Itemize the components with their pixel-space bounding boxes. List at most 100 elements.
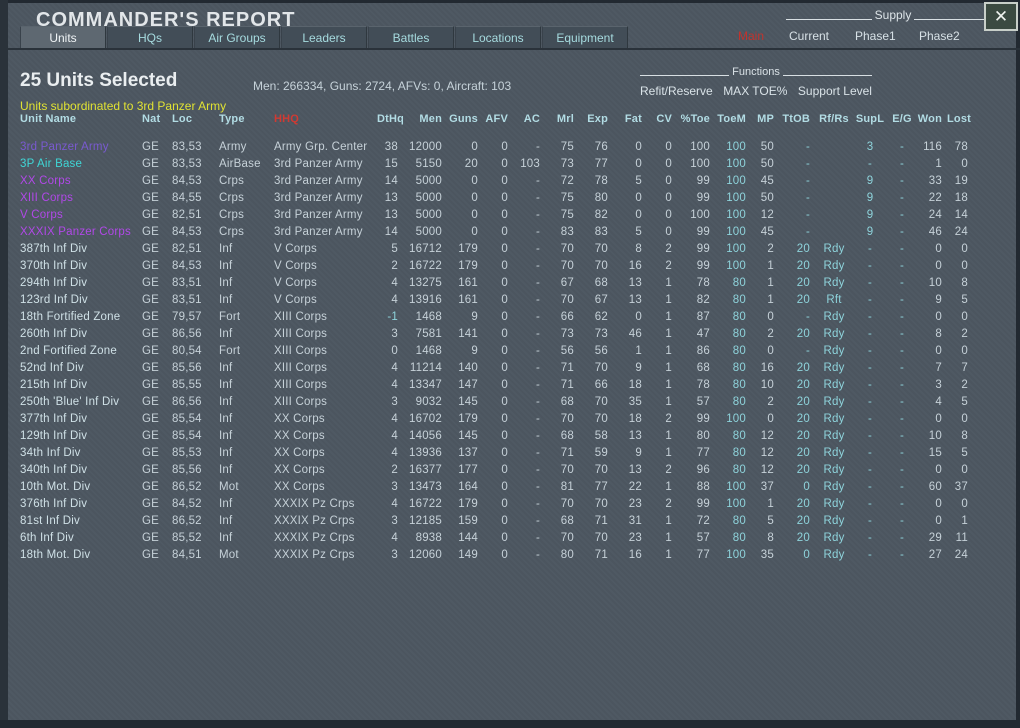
- table-row[interactable]: 52nd Inf Div GE 85,56 Inf XIII Corps 4 11214 14…: [20, 359, 973, 376]
- cell-hhq: V Corps: [274, 293, 317, 306]
- unit-name-link[interactable]: 250th 'Blue' Inf Div: [20, 395, 120, 408]
- col-header-dthq[interactable]: DtHq: [377, 113, 403, 125]
- tab-hqs[interactable]: HQs: [107, 26, 193, 48]
- col-header-fat[interactable]: Fat: [624, 113, 642, 125]
- table-row[interactable]: 123rd Inf Div GE 83,51 Inf V Corps 4 13916 161 0…: [20, 291, 973, 308]
- close-button[interactable]: ✕: [984, 2, 1018, 31]
- table-row[interactable]: 215th Inf Div GE 85,55 Inf XIII Corps 4 13347 1…: [20, 376, 973, 393]
- table-row[interactable]: 2nd Fortified Zone GE 80,54 Fort XIII Corps 0…: [20, 342, 973, 359]
- col-header-men[interactable]: Men: [419, 113, 442, 125]
- cell-won: 0: [935, 497, 942, 510]
- table-row[interactable]: 6th Inf Div GE 85,52 Inf XXXIX Pz Crps 4 8938 1…: [20, 529, 973, 546]
- unit-name-link[interactable]: 215th Inf Div: [20, 378, 88, 391]
- col-header-lost[interactable]: Lost: [947, 113, 972, 125]
- supply-mode-phase1[interactable]: Phase1: [855, 29, 896, 43]
- unit-name-link[interactable]: 18th Fortified Zone: [20, 310, 121, 323]
- unit-name-link[interactable]: V Corps: [20, 208, 63, 221]
- tab-locations[interactable]: Locations: [455, 26, 541, 48]
- tab-battles[interactable]: Battles: [368, 26, 454, 48]
- unit-name-link[interactable]: 2nd Fortified Zone: [20, 344, 117, 357]
- unit-name-link[interactable]: 294th Inf Div: [20, 276, 88, 289]
- cell-ttob: 20: [796, 497, 810, 510]
- table-row[interactable]: 340th Inf Div GE 85,56 Inf XX Corps 2 16377 177…: [20, 461, 973, 478]
- tab-units[interactable]: Units: [20, 26, 106, 48]
- col-header-mrl[interactable]: Mrl: [556, 113, 574, 125]
- col-header-unit-name[interactable]: Unit Name: [20, 113, 77, 125]
- unit-name-link[interactable]: 34th Inf Div: [20, 446, 81, 459]
- cell-e-g: -: [899, 531, 905, 544]
- cell-dthq: 4: [391, 412, 398, 425]
- unit-name-link[interactable]: 10th Mot. Div: [20, 480, 91, 493]
- table-row[interactable]: 81st Inf Div GE 86,52 Inf XXXIX Pz Crps 3 1218…: [20, 512, 973, 529]
- unit-name-link[interactable]: 340th Inf Div: [20, 463, 88, 476]
- table-row[interactable]: 294th Inf Div GE 83,51 Inf V Corps 4 13275 161 0…: [20, 274, 973, 291]
- col-header-ac[interactable]: AC: [523, 113, 540, 125]
- table-row[interactable]: 129th Inf Div GE 85,54 Inf XX Corps 4 14056 145…: [20, 427, 973, 444]
- col-header-exp[interactable]: Exp: [587, 113, 608, 125]
- col-header-afv[interactable]: AFV: [485, 113, 508, 125]
- table-row[interactable]: 34th Inf Div GE 85,53 Inf XX Corps 4 13936 137 0…: [20, 444, 973, 461]
- unit-name-link[interactable]: 52nd Inf Div: [20, 361, 84, 374]
- col-header-ttob[interactable]: TtOB: [782, 113, 810, 125]
- unit-name-link[interactable]: 123rd Inf Div: [20, 293, 88, 306]
- unit-name-link[interactable]: 18th Mot. Div: [20, 548, 91, 561]
- refit-reserve-button[interactable]: Refit/Reserve: [640, 84, 713, 98]
- table-row[interactable]: 370th Inf Div GE 84,53 Inf V Corps 2 16722 179 0…: [20, 257, 973, 274]
- table-row[interactable]: 18th Mot. Div GE 84,51 Mot XXXIX Pz Crps 3 120…: [20, 546, 973, 563]
- col-header-toem[interactable]: ToeM: [717, 113, 746, 125]
- cell-supl: -: [867, 259, 873, 272]
- col-header-guns[interactable]: Guns: [449, 113, 478, 125]
- table-row[interactable]: V Corps GE 82,51 Crps 3rd Panzer Army 13 5000 0…: [20, 206, 973, 223]
- tab-equipment[interactable]: Equipment: [542, 26, 628, 48]
- col-header-cv[interactable]: CV: [656, 113, 672, 125]
- unit-name-link[interactable]: 3rd Panzer Army: [20, 140, 109, 153]
- table-row[interactable]: 10th Mot. Div GE 86,52 Mot XX Corps 3 13473 164…: [20, 478, 973, 495]
- col-header-supl[interactable]: SupL: [855, 113, 885, 125]
- supply-mode-main[interactable]: Main: [738, 29, 765, 43]
- col-header-rf-rs[interactable]: Rf/Rs: [819, 113, 849, 125]
- table-row[interactable]: 3P Air Base GE 83,53 AirBase 3rd Panzer Army…: [20, 155, 973, 172]
- col-header-toe[interactable]: %Toe: [680, 113, 710, 125]
- unit-name-link[interactable]: 3P Air Base: [20, 157, 83, 170]
- unit-name-link[interactable]: 129th Inf Div: [20, 429, 88, 442]
- unit-name-link[interactable]: 260th Inf Div: [20, 327, 88, 340]
- col-header-hhq[interactable]: HHQ: [274, 113, 300, 125]
- tab-leaders[interactable]: Leaders: [281, 26, 367, 48]
- table-row[interactable]: 18th Fortified Zone GE 79,57 Fort XIII Corps…: [20, 308, 973, 325]
- cell-fat: 13: [628, 276, 642, 289]
- table-row[interactable]: 260th Inf Div GE 86,56 Inf XIII Corps 3 7581 14…: [20, 325, 973, 342]
- cell-toem: 100: [726, 225, 746, 238]
- col-header-won[interactable]: Won: [917, 113, 942, 125]
- max-toe-button[interactable]: MAX TOE%: [723, 84, 788, 98]
- table-row[interactable]: XXXIX Panzer Corps GE 84,53 Crps 3rd Panzer …: [20, 223, 973, 240]
- col-header-loc[interactable]: Loc: [172, 113, 193, 125]
- unit-name-link[interactable]: 376th Inf Div: [20, 497, 88, 510]
- unit-name-link[interactable]: 6th Inf Div: [20, 531, 74, 544]
- unit-name-link[interactable]: XXXIX Panzer Corps: [20, 225, 131, 238]
- table-row[interactable]: XX Corps GE 84,53 Crps 3rd Panzer Army 14 5000…: [20, 172, 973, 189]
- cell-toe: 99: [696, 174, 710, 187]
- table-row[interactable]: 387th Inf Div GE 82,51 Inf V Corps 5 16712 179 0…: [20, 240, 973, 257]
- cell-supl: -: [867, 378, 873, 391]
- cell-type: Army: [219, 140, 247, 153]
- cell-type: Inf: [219, 378, 233, 391]
- table-row[interactable]: 250th 'Blue' Inf Div GE 86,56 Inf XIII Corps…: [20, 393, 973, 410]
- unit-name-link[interactable]: 387th Inf Div: [20, 242, 88, 255]
- support-level-button[interactable]: Support Level: [797, 84, 872, 98]
- supply-mode-phase2[interactable]: Phase2: [919, 29, 960, 43]
- table-row[interactable]: 3rd Panzer Army GE 83,53 Army Army Grp. Cent…: [20, 138, 973, 155]
- unit-name-link[interactable]: XX Corps: [20, 174, 71, 187]
- col-header-nat[interactable]: Nat: [142, 113, 161, 125]
- tab-air-groups[interactable]: Air Groups: [194, 26, 280, 48]
- table-row[interactable]: 376th Inf Div GE 84,52 Inf XXXIX Pz Crps 4 167…: [20, 495, 973, 512]
- supply-mode-current[interactable]: Current: [789, 29, 830, 43]
- table-row[interactable]: XIII Corps GE 84,55 Crps 3rd Panzer Army 13 50…: [20, 189, 973, 206]
- unit-name-link[interactable]: XIII Corps: [20, 191, 74, 204]
- table-row[interactable]: 377th Inf Div GE 85,54 Inf XX Corps 4 16702 179…: [20, 410, 973, 427]
- col-header-e-g[interactable]: E/G: [892, 113, 912, 125]
- col-header-mp[interactable]: MP: [757, 113, 774, 125]
- unit-name-link[interactable]: 377th Inf Div: [20, 412, 88, 425]
- unit-name-link[interactable]: 81st Inf Div: [20, 514, 80, 527]
- unit-name-link[interactable]: 370th Inf Div: [20, 259, 88, 272]
- col-header-type[interactable]: Type: [219, 113, 245, 125]
